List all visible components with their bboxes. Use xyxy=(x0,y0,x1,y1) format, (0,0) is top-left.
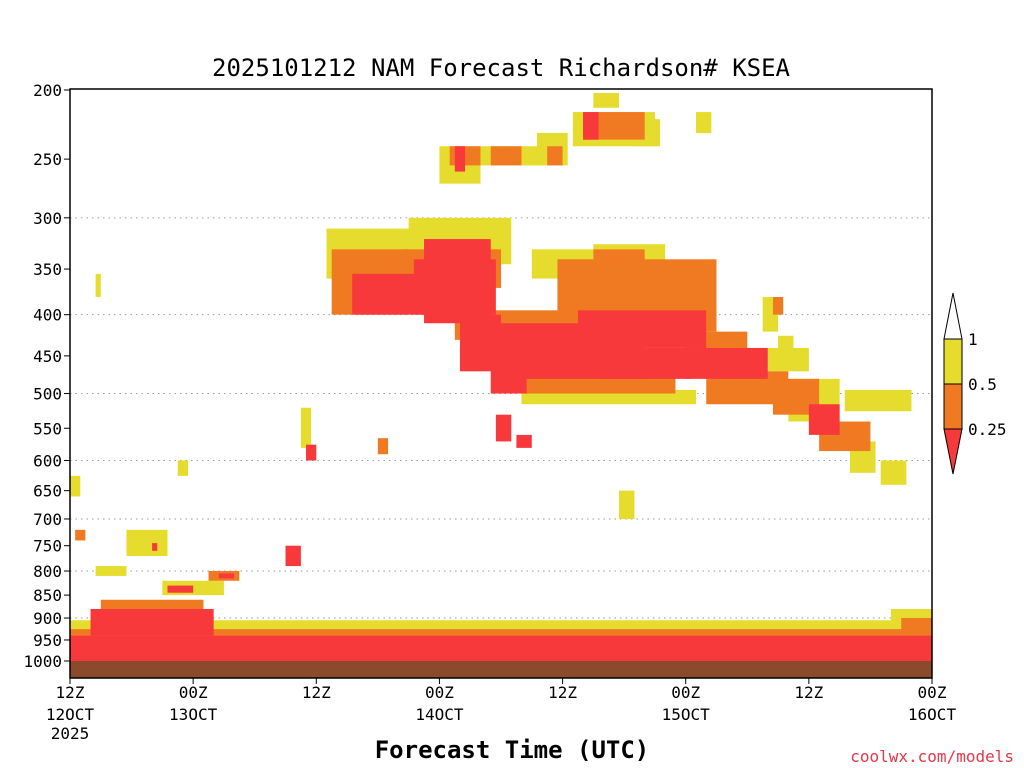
y-tick-label: 1000 xyxy=(23,652,62,671)
x-tick-label: 12Z xyxy=(794,683,823,702)
ri-region-red xyxy=(495,414,512,442)
y-tick-label: 300 xyxy=(33,209,62,228)
y-tick-label: 650 xyxy=(33,482,62,501)
y-tick-label: 700 xyxy=(33,510,62,529)
legend-swatch-yellow xyxy=(943,338,963,385)
y-tick-label: 850 xyxy=(33,586,62,605)
plot-frame xyxy=(69,88,933,679)
legend-swatch-bottom xyxy=(943,428,963,475)
legend-swatch-top xyxy=(943,292,963,340)
ri-region-yellow xyxy=(695,112,712,133)
x-tick-label: 00Z xyxy=(425,683,454,702)
x-axis-label: Forecast Time (UTC) xyxy=(375,736,650,764)
ri-region-orange xyxy=(377,438,389,455)
ri-region-red xyxy=(490,339,527,394)
ri-region-yellow xyxy=(593,93,620,108)
ri-region-yellow xyxy=(177,460,189,476)
x-tick-date: 14OCT xyxy=(415,705,464,724)
chart-title: 2025101212 NAM Forecast Richardson# KSEA xyxy=(212,54,791,82)
y-tick-label: 750 xyxy=(33,537,62,556)
x-tick-label: 00Z xyxy=(179,683,208,702)
ri-region-red xyxy=(583,112,599,140)
ri-region-red xyxy=(152,543,158,551)
y-tick-label: 900 xyxy=(33,609,62,628)
y-tick-label: 800 xyxy=(33,562,62,581)
x-tick-label: 12Z xyxy=(548,683,577,702)
y-tick-label: 500 xyxy=(33,385,62,404)
ri-region-yellow xyxy=(70,475,81,497)
legend-swatch-orange xyxy=(943,383,963,430)
y-tick-label: 600 xyxy=(33,452,62,471)
credit-link[interactable]: coolwx.com/models xyxy=(850,747,1014,766)
y-tick-label: 950 xyxy=(33,631,62,650)
ri-region-orange xyxy=(75,529,86,541)
ri-region-red xyxy=(808,404,840,435)
data-layer xyxy=(70,93,932,661)
ri-region-red xyxy=(603,347,691,379)
x-tick-date: 15OCT xyxy=(662,705,711,724)
ri-region-red xyxy=(413,259,496,315)
x-tick-date: 16OCT xyxy=(908,705,957,724)
y-tick-label: 400 xyxy=(33,306,62,325)
ri-region-orange xyxy=(772,297,784,315)
ri-region-yellow xyxy=(844,389,912,412)
ri-region-yellow xyxy=(778,335,794,356)
ri-region-yellow xyxy=(880,460,907,485)
y-axis: 200 250 300 350 400 450 500 550 600 650 700 750 800 8… xyxy=(23,81,70,671)
ri-region-red xyxy=(285,545,301,567)
ri-region-red xyxy=(454,146,466,172)
legend-label: 0.25 xyxy=(968,420,1007,439)
x-tick-label: 12Z xyxy=(56,683,85,702)
ri-region-yellow xyxy=(300,407,312,448)
ri-region-yellow xyxy=(619,490,635,519)
ri-region-red xyxy=(685,347,768,379)
legend-label: 0.5 xyxy=(968,375,997,394)
ri-region-yellow xyxy=(126,529,168,556)
legend: 1 0.5 0.25 xyxy=(943,292,1007,475)
y-tick-label: 550 xyxy=(33,419,62,438)
y-tick-label: 250 xyxy=(33,150,62,169)
x-tick-label: 00Z xyxy=(918,683,947,702)
legend-label: 1 xyxy=(968,330,978,349)
y-tick-label: 350 xyxy=(33,260,62,279)
ri-region-red xyxy=(218,573,235,579)
ri-region-red xyxy=(90,608,214,636)
x-tick-label: 12Z xyxy=(302,683,331,702)
ri-region-yellow xyxy=(95,566,127,576)
x-tick-label: 00Z xyxy=(671,683,700,702)
ri-region-red xyxy=(516,434,532,448)
ri-region-orange xyxy=(490,146,522,166)
ri-region-orange xyxy=(547,146,563,166)
y-tick-label: 450 xyxy=(33,347,62,366)
ri-region-orange xyxy=(901,618,932,640)
ri-region-orange xyxy=(593,249,645,279)
ri-region-red xyxy=(70,635,932,661)
ri-region-red xyxy=(577,310,707,348)
ri-region-red xyxy=(306,444,317,461)
x-tick-date: 12OCT xyxy=(46,705,95,724)
x-tick-date: 13OCT xyxy=(169,705,218,724)
y-tick-label: 200 xyxy=(33,81,62,100)
x-tick-year: 2025 xyxy=(51,724,90,743)
ground-bar xyxy=(70,661,932,678)
ri-region-yellow xyxy=(95,273,101,298)
ri-region-red xyxy=(167,585,194,593)
